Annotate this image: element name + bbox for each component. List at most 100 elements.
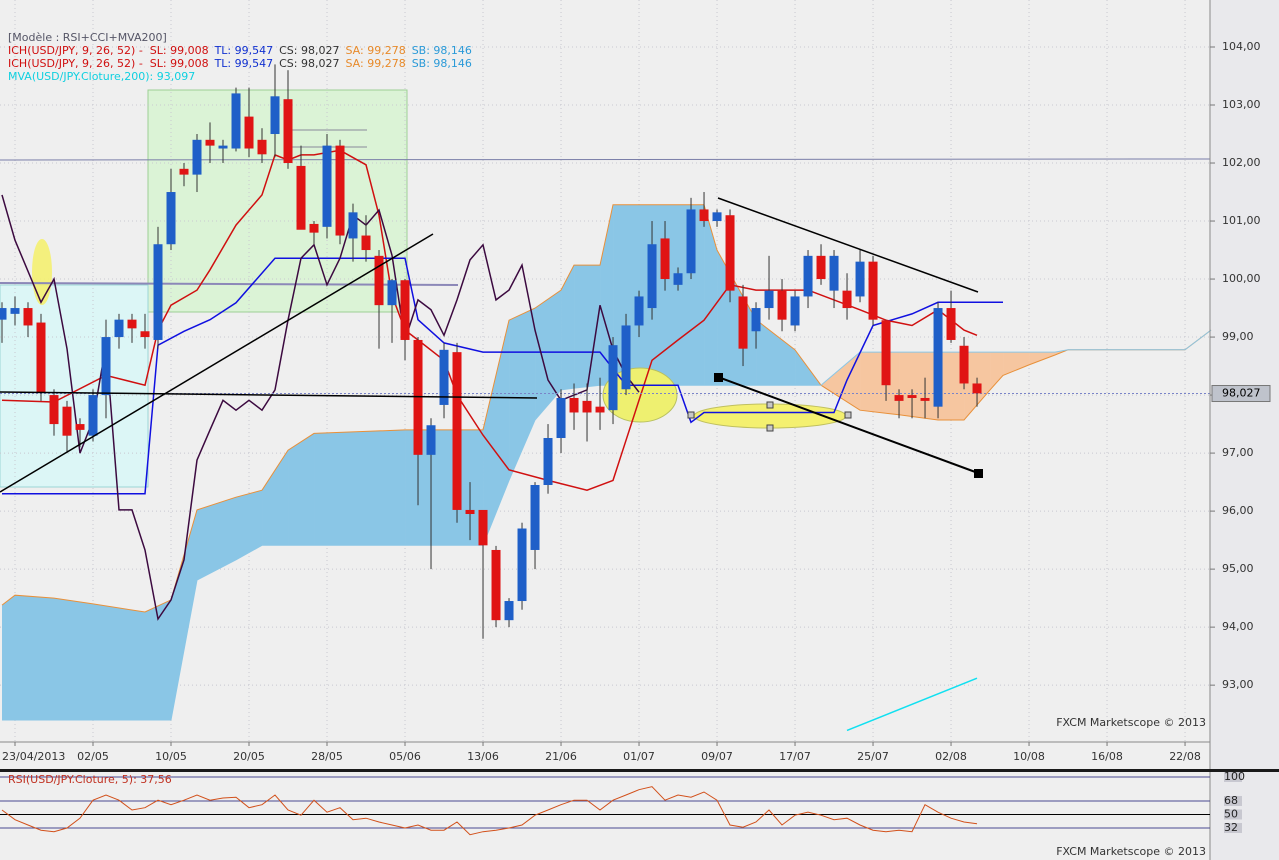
y-tick-label: 99,00 bbox=[1222, 330, 1254, 343]
candle-body bbox=[725, 215, 735, 291]
level-box bbox=[1224, 822, 1242, 833]
x-tick-label: 25/07 bbox=[857, 750, 889, 763]
panel-separator bbox=[0, 769, 1279, 772]
line-handle[interactable] bbox=[844, 411, 852, 419]
candle-body bbox=[127, 319, 137, 329]
candle-body bbox=[569, 397, 579, 413]
level-box bbox=[1224, 795, 1242, 806]
cloud-segment bbox=[613, 204, 705, 386]
line-handle[interactable] bbox=[766, 424, 774, 432]
cloud-segment bbox=[288, 433, 315, 546]
candle-body bbox=[777, 290, 787, 320]
candle-body bbox=[582, 400, 592, 413]
x-tick-label: 10/05 bbox=[155, 750, 187, 763]
candle-body bbox=[699, 209, 709, 222]
candle-body bbox=[153, 244, 163, 340]
trend-line bbox=[0, 233, 434, 493]
legend-part: ICH(USD/JPY, 9, 26, 52) - SL: 99,008 bbox=[8, 57, 209, 70]
x-tick-label: 09/07 bbox=[701, 750, 733, 763]
candle-body bbox=[231, 93, 241, 149]
labels: 93,0094,0095,0096,0097,0098,0099,00100,0… bbox=[2, 31, 1271, 763]
legend-part: CS: 98,027 bbox=[279, 57, 339, 70]
x-tick-label: 10/08 bbox=[1013, 750, 1045, 763]
cloud-segment bbox=[236, 490, 263, 560]
indicator-legend: MVA(USD/JPY.Cloture,200): 93,097 bbox=[8, 70, 195, 83]
candle-body bbox=[465, 509, 475, 515]
candle-body bbox=[933, 308, 943, 407]
rsi-line bbox=[1, 786, 978, 836]
candle-body bbox=[712, 212, 722, 222]
cloud-segment bbox=[561, 265, 575, 390]
cloud-segment bbox=[262, 450, 289, 546]
candle-body bbox=[686, 209, 696, 274]
candle-body bbox=[595, 406, 605, 413]
candle-body bbox=[829, 255, 839, 291]
y-tick-label: 95,00 bbox=[1222, 562, 1254, 575]
candles bbox=[0, 64, 982, 639]
candle-body bbox=[179, 168, 189, 175]
legend-part: CS: 98,027 bbox=[279, 44, 339, 57]
candle-body bbox=[75, 424, 85, 430]
candle-body bbox=[0, 308, 7, 320]
cloud-segment bbox=[145, 599, 172, 720]
y-tick-label: 50 bbox=[1224, 807, 1238, 820]
x-tick-label: 23/04/2013 bbox=[2, 750, 65, 763]
x-tick-label: 20/05 bbox=[233, 750, 265, 763]
candle-body bbox=[803, 255, 813, 297]
indicator-legend: ICH(USD/JPY, 9, 26, 52) - SL: 99,008 TL: … bbox=[8, 44, 472, 57]
legend-part: SB: 98,146 bbox=[412, 57, 472, 70]
candle-body bbox=[49, 395, 59, 425]
line-handle[interactable] bbox=[766, 401, 774, 409]
candle-body bbox=[790, 296, 800, 326]
candle-body bbox=[296, 165, 306, 230]
candle-body bbox=[517, 528, 527, 602]
candle-body bbox=[452, 352, 462, 510]
line-handle[interactable] bbox=[714, 373, 723, 382]
price-axis-area bbox=[1210, 0, 1279, 860]
candle-body bbox=[387, 280, 397, 306]
candle-body bbox=[114, 319, 124, 338]
candle-body bbox=[218, 145, 228, 149]
y-tick-label: 100 bbox=[1224, 770, 1245, 783]
candle-body bbox=[335, 145, 345, 236]
candle-body bbox=[946, 308, 956, 340]
candle-body bbox=[738, 296, 748, 349]
candle-body bbox=[868, 261, 878, 320]
legend-part: TL: 99,547 bbox=[214, 44, 274, 57]
legend-part: SA: 99,278 bbox=[345, 57, 405, 70]
x-tick-label: 17/07 bbox=[779, 750, 811, 763]
x-tick-label: 22/08 bbox=[1169, 750, 1201, 763]
level-box bbox=[1224, 809, 1242, 820]
cloud-segment bbox=[509, 308, 536, 481]
y-tick-label: 32 bbox=[1224, 821, 1238, 834]
y-tick-label: 100,00 bbox=[1222, 272, 1261, 285]
x-tick-label: 21/06 bbox=[545, 750, 577, 763]
y-tick-label: 102,00 bbox=[1222, 156, 1261, 169]
candle-body bbox=[816, 255, 826, 280]
x-tick-label: 28/05 bbox=[311, 750, 343, 763]
line-handle[interactable] bbox=[687, 411, 695, 419]
candle-body bbox=[972, 383, 982, 394]
level-box bbox=[1224, 771, 1242, 782]
cloud-segment bbox=[821, 352, 861, 411]
legend-part: TL: 99,547 bbox=[214, 57, 274, 70]
y-tick-label: 68 bbox=[1224, 794, 1238, 807]
cloud-segment bbox=[93, 603, 146, 720]
x-tick-label: 16/08 bbox=[1091, 750, 1123, 763]
trend-line bbox=[717, 376, 979, 474]
line-handle[interactable] bbox=[974, 469, 983, 478]
zone-rect bbox=[0, 284, 149, 488]
indicator-line bbox=[1, 194, 640, 621]
senkou-a-line bbox=[1, 204, 1212, 613]
cloud-segment bbox=[314, 429, 406, 546]
trend-line bbox=[717, 197, 979, 293]
x-tick-label: 13/06 bbox=[467, 750, 499, 763]
cloud-segment bbox=[1029, 352, 1056, 365]
candle-body bbox=[439, 349, 449, 405]
y-tick-label: 96,00 bbox=[1222, 504, 1254, 517]
indicator-legend: [Modèle : RSI+CCI+MVA200] bbox=[8, 31, 167, 44]
watermark: FXCM Marketscope © 2013 bbox=[1056, 716, 1206, 729]
cloud-segment bbox=[1003, 352, 1030, 376]
